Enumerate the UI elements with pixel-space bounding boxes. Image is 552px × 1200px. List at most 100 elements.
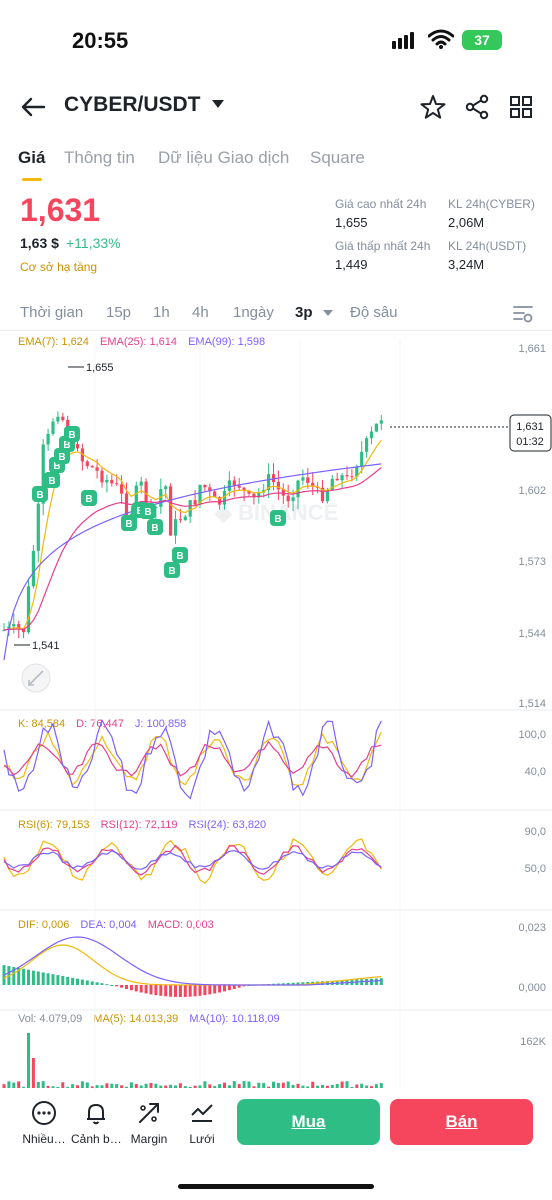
back-arrow-icon[interactable] bbox=[18, 92, 48, 122]
candle-body bbox=[271, 474, 276, 483]
cellular-signal-icon bbox=[392, 31, 420, 49]
candle-body bbox=[110, 479, 114, 484]
candle-countdown: 01:32 bbox=[516, 436, 544, 448]
grid-trading-icon bbox=[191, 1104, 213, 1122]
candle-body bbox=[291, 497, 295, 502]
volume-bar bbox=[257, 1082, 261, 1088]
volume-bar bbox=[159, 1085, 163, 1088]
volume-bar bbox=[41, 1081, 45, 1088]
volume-bar bbox=[252, 1086, 256, 1088]
svg-text:B: B bbox=[53, 461, 60, 472]
interval-1d[interactable]: 1ngày bbox=[233, 304, 274, 321]
interval-4h[interactable]: 4h bbox=[192, 304, 209, 321]
volume-bar bbox=[188, 1086, 192, 1088]
candle-body bbox=[22, 628, 26, 633]
svg-text:B: B bbox=[144, 507, 151, 518]
last-price: 1,631 bbox=[20, 192, 101, 228]
price-tick-1: 1,661 bbox=[518, 343, 546, 355]
volume-bar bbox=[144, 1083, 148, 1088]
svg-text:B: B bbox=[58, 452, 65, 463]
volume-bar bbox=[120, 1085, 124, 1088]
ema25-line bbox=[3, 467, 382, 631]
candle-body bbox=[301, 477, 305, 481]
grid-trading-button[interactable]: Lưới bbox=[177, 1100, 227, 1146]
home-indicator bbox=[178, 1184, 374, 1189]
macd-bar bbox=[154, 985, 158, 996]
macd-bar bbox=[276, 983, 280, 985]
macd-bar bbox=[178, 985, 182, 997]
vol-tick-top: 162K bbox=[520, 1036, 546, 1048]
buy-signal-marker: B bbox=[164, 562, 180, 578]
ema7-label: EMA(7): 1,624 bbox=[18, 336, 89, 348]
macd-bar bbox=[31, 970, 35, 985]
interval-time[interactable]: Thời gian bbox=[20, 304, 84, 321]
depth-tab[interactable]: Độ sâu bbox=[350, 304, 398, 321]
status-time: 20:55 bbox=[72, 28, 129, 53]
volume-bar bbox=[291, 1084, 295, 1088]
volume-bar bbox=[76, 1085, 79, 1088]
share-icon[interactable] bbox=[462, 92, 492, 122]
interval-15m[interactable]: 15p bbox=[106, 304, 132, 321]
drawing-tool-icon[interactable] bbox=[21, 663, 51, 693]
alert-button[interactable]: Cảnh b… bbox=[71, 1100, 121, 1146]
volume-bar bbox=[208, 1084, 212, 1088]
volume-bar bbox=[247, 1081, 251, 1088]
macd-bar bbox=[85, 980, 89, 985]
grid-menu-icon[interactable] bbox=[506, 92, 536, 122]
macd-bar bbox=[272, 983, 275, 985]
macd-bar bbox=[164, 985, 168, 997]
buy-signal-marker: B bbox=[270, 510, 286, 526]
volume-bar bbox=[51, 1086, 55, 1088]
interval-1h[interactable]: 1h bbox=[153, 304, 170, 321]
star-favorite-icon[interactable] bbox=[418, 92, 448, 122]
candle-body bbox=[227, 480, 231, 491]
trading-pair-title[interactable]: CYBER/USDT bbox=[64, 93, 201, 116]
volume-bar bbox=[154, 1083, 158, 1088]
candle-body bbox=[178, 519, 182, 521]
macd-bar bbox=[27, 969, 30, 985]
macd-bar bbox=[134, 985, 138, 992]
macd-bar bbox=[203, 985, 207, 996]
rsi6-label: RSI(6): 79,153 bbox=[18, 819, 90, 831]
buy-button[interactable]: Mua bbox=[237, 1099, 380, 1145]
volume-bar bbox=[66, 1086, 70, 1088]
macd-bar bbox=[66, 976, 70, 985]
margin-label: Margin bbox=[130, 1132, 168, 1146]
candlestick-chart[interactable]: ◆ BINANCE 1,661 1,602 1,573 1,544 1,514 … bbox=[0, 330, 552, 1090]
pair-dropdown-caret-icon[interactable] bbox=[212, 100, 224, 108]
candle-body bbox=[164, 486, 168, 490]
candle-body bbox=[379, 420, 383, 424]
svg-text:B: B bbox=[274, 514, 281, 525]
interval-3m[interactable]: 3p bbox=[295, 304, 313, 321]
kdj-legend: K: 84,584 D: 76,447 J: 100,858 bbox=[18, 718, 194, 730]
macd-tick-top: 0,023 bbox=[518, 922, 546, 934]
macd-bar bbox=[120, 985, 124, 988]
macd-bar bbox=[17, 967, 21, 985]
volume-bar bbox=[267, 1086, 271, 1088]
sell-button[interactable]: Bán bbox=[390, 1099, 533, 1145]
volume-bar bbox=[272, 1081, 275, 1088]
macd-bar bbox=[2, 965, 6, 985]
tab-price[interactable]: Giá bbox=[18, 148, 46, 167]
macd-bar bbox=[76, 978, 79, 985]
volume-bar bbox=[345, 1081, 349, 1088]
macd-bar bbox=[36, 971, 40, 985]
candle-body bbox=[41, 444, 45, 504]
volume-bar bbox=[232, 1081, 236, 1088]
interval-more-caret-icon[interactable] bbox=[323, 310, 333, 316]
tab-info[interactable]: Thông tin bbox=[64, 148, 135, 167]
candle-body bbox=[36, 503, 40, 551]
margin-button[interactable]: Margin bbox=[124, 1100, 174, 1146]
macd-bar bbox=[129, 985, 133, 991]
candle-body bbox=[193, 500, 197, 505]
more-button[interactable]: Nhiều… bbox=[19, 1100, 69, 1146]
candle-body bbox=[257, 492, 261, 498]
candle-body bbox=[2, 629, 6, 631]
volume-bar bbox=[360, 1083, 364, 1088]
chart-settings-icon[interactable] bbox=[512, 302, 534, 324]
tab-trading-data[interactable]: Dữ liệu Giao dịch bbox=[158, 148, 290, 167]
category-tag[interactable]: Cơ sở hạ tầng bbox=[20, 260, 98, 274]
battery-indicator: 37 bbox=[462, 30, 502, 50]
tab-square[interactable]: Square bbox=[310, 148, 365, 167]
more-label: Nhiều… bbox=[22, 1132, 66, 1146]
